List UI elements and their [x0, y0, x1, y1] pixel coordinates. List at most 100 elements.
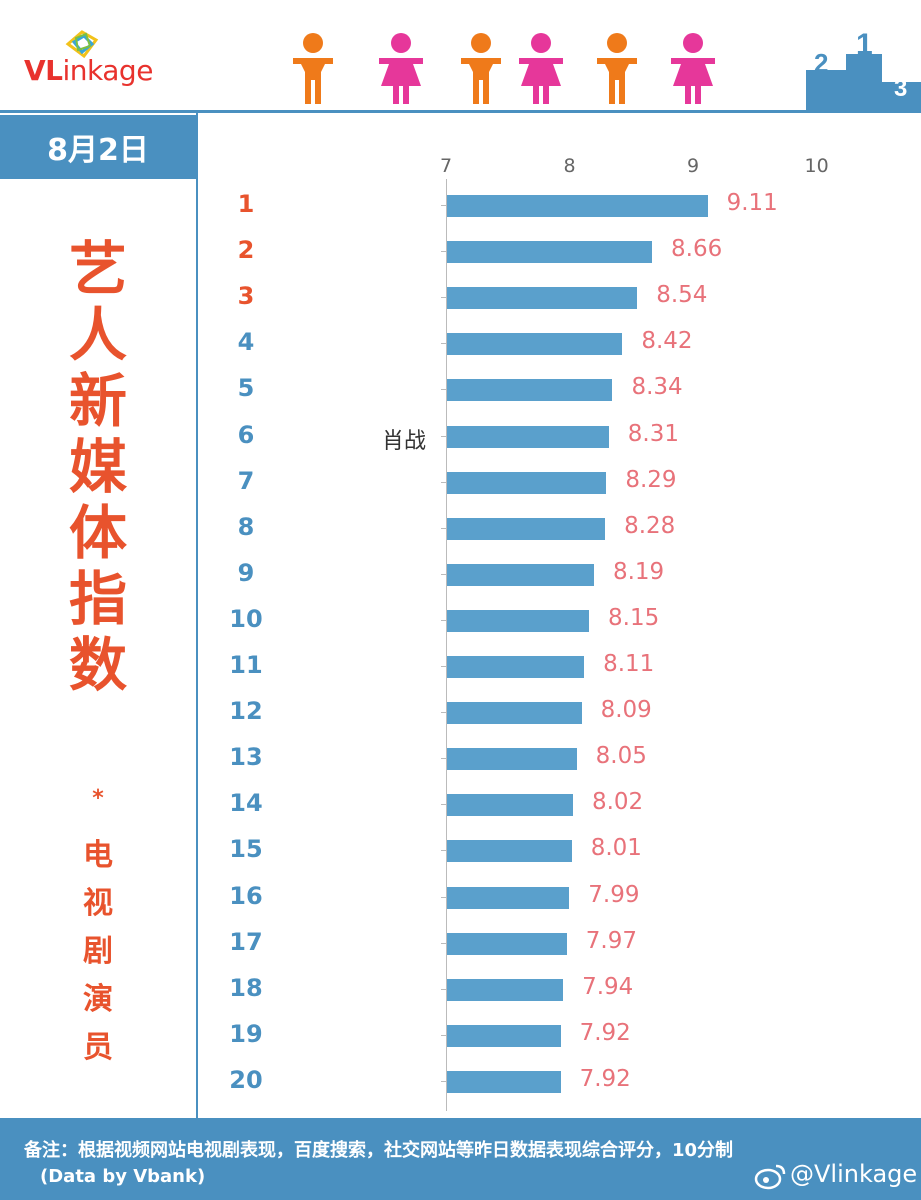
footer-source: (Data by Vbank) [40, 1166, 206, 1187]
score-value-label: 9.11 [726, 190, 778, 216]
subtitle-char: 员 [83, 1030, 113, 1065]
title-char: 新 [68, 367, 127, 435]
score-value-label: 7.92 [579, 1019, 631, 1046]
svg-text:3: 3 [894, 75, 907, 102]
y-tick-mark [441, 389, 446, 391]
weibo-icon [754, 1164, 786, 1190]
rank-label: 7 [237, 466, 255, 495]
title-char: 体 [68, 499, 127, 567]
score-bar [447, 840, 572, 863]
score-bar [447, 517, 606, 540]
title-star: * [92, 786, 104, 811]
score-bar [447, 702, 582, 725]
title-char: 指 [68, 565, 127, 633]
x-tick-label: 8 [563, 155, 576, 177]
title-char: 数 [68, 631, 127, 699]
artist-name-label: 肖战 [381, 428, 426, 454]
people-icons [285, 32, 725, 104]
y-tick-mark [441, 1080, 446, 1082]
score-bar [447, 425, 609, 448]
panel-divider [196, 113, 198, 1118]
score-bar [447, 471, 607, 494]
score-value-label: 8.09 [600, 697, 652, 724]
y-tick-mark [441, 205, 446, 206]
score-value-label: 8.05 [595, 743, 647, 770]
rank-label: 20 [229, 1065, 263, 1094]
rank-label: 14 [229, 789, 263, 818]
rank-label: 12 [229, 697, 263, 726]
y-tick-mark [441, 804, 446, 806]
score-value-label: 8.42 [641, 328, 693, 355]
score-value-label: 8.28 [624, 512, 676, 539]
logo-diamond-icon [65, 30, 99, 59]
score-value-label: 8.29 [625, 466, 677, 493]
vertical-subtitle: 电 视 剧 演 员 [0, 832, 196, 1072]
y-tick-mark [441, 666, 446, 667]
logo-text-red: VL [24, 54, 63, 87]
y-tick-mark [441, 1034, 446, 1036]
score-bar [447, 794, 573, 817]
x-tick-label: 7 [440, 155, 453, 177]
rank-label: 4 [237, 328, 255, 357]
svg-text:1: 1 [856, 28, 873, 61]
subtitle-char: 视 [83, 886, 113, 921]
score-value-label: 7.94 [582, 973, 634, 1000]
female-icon [379, 33, 423, 104]
ranking-bar-chart: 7 8 9 10 1 9.11 2 8.66 3 8.54 4 8.42 5 8.34 6 肖战 8.31 7 8.… [198, 113, 921, 1118]
score-bar [447, 886, 570, 909]
score-value-label: 8.01 [590, 835, 642, 862]
male-icon [461, 33, 501, 104]
y-tick-mark [441, 573, 446, 575]
rank-label: 17 [229, 927, 263, 956]
score-value-label: 7.92 [579, 1065, 631, 1092]
vertical-title: 艺 人 新 媒 体 指 数 [0, 236, 196, 698]
date-label: 8月2日 [0, 115, 196, 179]
rank-label: 10 [229, 604, 263, 633]
subtitle-char: 电 [83, 838, 113, 873]
male-icon [597, 33, 637, 104]
title-char: 媒 [68, 433, 127, 501]
rank-label: 8 [237, 512, 255, 541]
x-tick-label: 10 [804, 155, 829, 177]
y-tick-mark [441, 527, 446, 529]
score-bar [447, 195, 708, 217]
y-tick-mark [441, 297, 446, 299]
y-tick-mark [441, 988, 446, 990]
title-char: 艺 [68, 235, 127, 303]
score-bar [447, 333, 623, 356]
podium-icon: 2 1 3 [806, 28, 921, 112]
rank-label: 15 [229, 835, 263, 864]
score-value-label: 8.19 [612, 558, 665, 585]
footer-note: 备注：根据视频网站电视剧表现，百度搜索，社交网站等昨日数据表现综合评分，10分制 [24, 1140, 734, 1161]
x-tick-label: 9 [687, 155, 700, 177]
female-icon [519, 33, 563, 104]
score-bar [447, 1070, 561, 1093]
logo-text-rest: inkage [62, 54, 154, 87]
score-value-label: 8.11 [603, 651, 655, 677]
rank-label: 6 [237, 420, 255, 449]
y-tick-mark [441, 758, 446, 760]
title-char: 人 [68, 301, 127, 369]
score-value-label: 7.99 [588, 881, 640, 908]
header-divider [0, 110, 921, 113]
score-bar [447, 932, 567, 955]
score-value-label: 8.15 [608, 604, 660, 631]
score-value-label: 8.31 [627, 420, 679, 447]
rank-label: 9 [237, 558, 255, 587]
y-tick-mark [441, 435, 446, 437]
footer: 备注：根据视频网站电视剧表现，百度搜索，社交网站等昨日数据表现综合评分，10分制… [0, 1118, 921, 1200]
score-bar [447, 287, 638, 310]
y-tick-mark [441, 619, 446, 621]
rank-label: 13 [229, 743, 263, 772]
rank-label: 16 [229, 881, 263, 910]
rank-label: 5 [237, 374, 255, 403]
score-value-label: 8.66 [671, 236, 723, 263]
rank-label: 19 [229, 1019, 263, 1048]
score-value-label: 8.54 [656, 282, 708, 309]
y-tick-mark [441, 850, 446, 852]
svg-text:2: 2 [814, 48, 828, 78]
y-tick-mark [441, 896, 446, 898]
score-bar [447, 379, 613, 402]
score-bar [447, 241, 652, 264]
y-tick-mark [441, 712, 446, 714]
